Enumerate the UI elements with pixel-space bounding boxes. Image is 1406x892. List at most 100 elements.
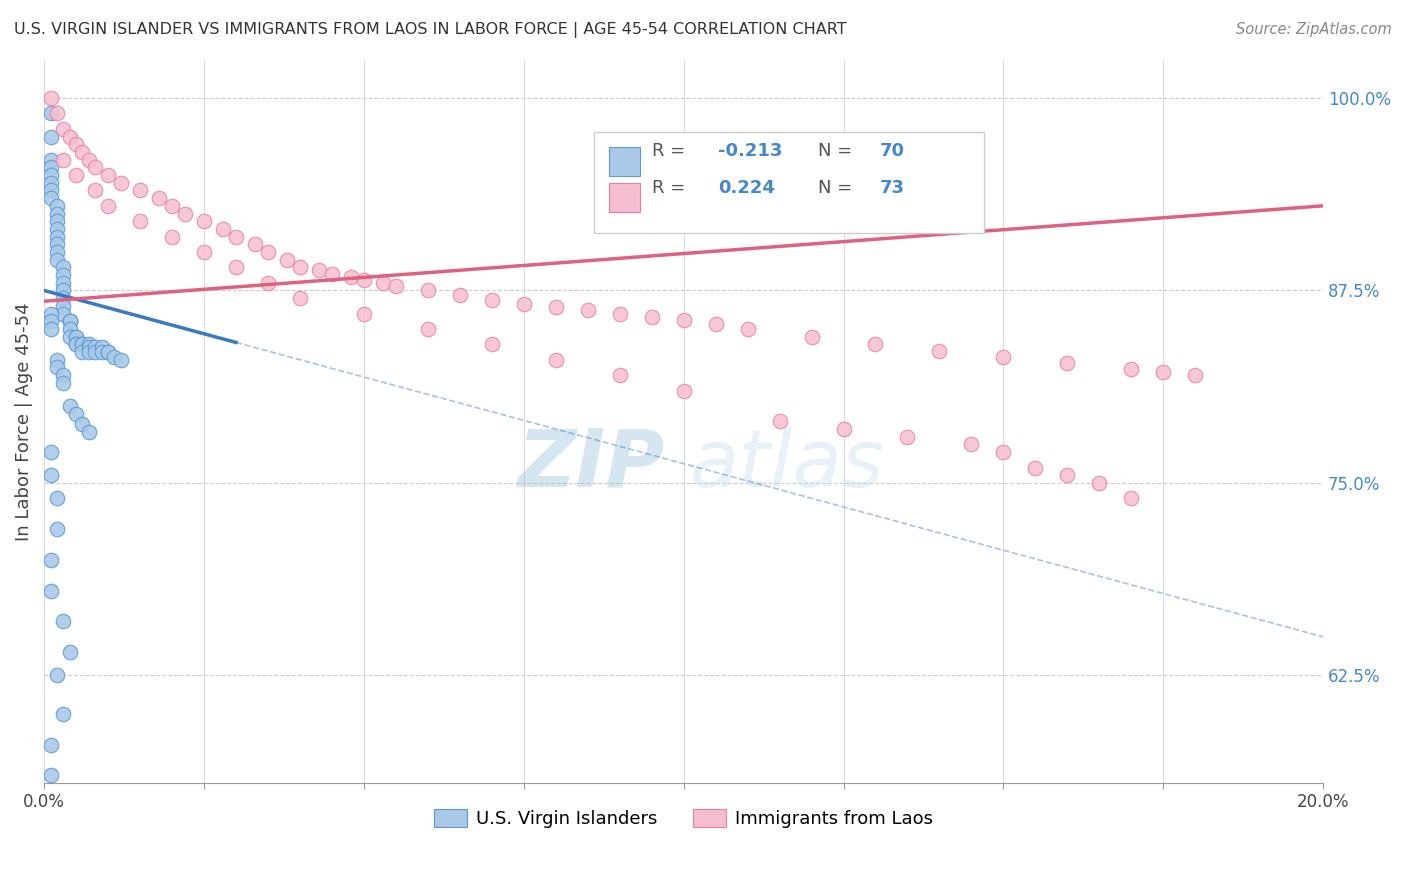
Point — [39, 176, 62, 190]
Point — [39, 468, 62, 483]
Point — [65, 337, 87, 351]
Point — [77, 341, 100, 355]
Point — [1024, 460, 1046, 475]
Point — [45, 199, 67, 213]
Point — [39, 129, 62, 144]
Point — [77, 153, 100, 167]
Point — [321, 267, 343, 281]
Point — [90, 341, 112, 355]
Point — [59, 399, 82, 413]
Point — [45, 229, 67, 244]
Point — [97, 345, 120, 359]
Point — [39, 191, 62, 205]
Point — [39, 738, 62, 752]
Point — [416, 284, 439, 298]
Point — [45, 106, 67, 120]
Text: N =: N = — [818, 143, 858, 161]
Point — [481, 337, 503, 351]
Point — [97, 168, 120, 182]
Point — [544, 352, 567, 367]
Point — [52, 376, 75, 390]
Point — [129, 214, 152, 228]
Point — [52, 291, 75, 305]
Point — [225, 260, 247, 275]
Point — [72, 337, 94, 351]
Point — [45, 668, 67, 682]
Point — [45, 352, 67, 367]
Point — [52, 121, 75, 136]
Point — [39, 583, 62, 598]
Point — [993, 350, 1015, 364]
Point — [39, 307, 62, 321]
Point — [928, 343, 950, 358]
Text: 0.224: 0.224 — [718, 178, 775, 196]
Point — [59, 314, 82, 328]
Text: U.S. VIRGIN ISLANDER VS IMMIGRANTS FROM LAOS IN LABOR FORCE | AGE 45-54 CORRELAT: U.S. VIRGIN ISLANDER VS IMMIGRANTS FROM … — [14, 22, 846, 38]
Point — [45, 222, 67, 236]
Point — [672, 384, 695, 398]
Point — [110, 352, 132, 367]
Point — [77, 425, 100, 439]
Point — [59, 314, 82, 328]
Point — [39, 91, 62, 105]
Point — [52, 706, 75, 721]
Point — [544, 301, 567, 315]
Point — [45, 491, 67, 506]
Point — [353, 307, 375, 321]
Point — [65, 168, 87, 182]
Point — [65, 407, 87, 421]
Point — [1056, 468, 1078, 483]
Point — [481, 293, 503, 307]
Point — [672, 312, 695, 326]
Point — [993, 445, 1015, 459]
Point — [45, 252, 67, 267]
Point — [45, 245, 67, 260]
Point — [371, 276, 394, 290]
Point — [65, 137, 87, 152]
Point — [77, 345, 100, 359]
Point — [129, 183, 152, 197]
Point — [257, 276, 280, 290]
Point — [896, 430, 918, 444]
Point — [59, 322, 82, 336]
Point — [212, 222, 235, 236]
Point — [72, 345, 94, 359]
Point — [52, 284, 75, 298]
Point — [385, 278, 408, 293]
Point — [160, 229, 183, 244]
Point — [39, 553, 62, 567]
Point — [39, 106, 62, 120]
Point — [1184, 368, 1206, 383]
Point — [90, 345, 112, 359]
Point — [609, 368, 631, 383]
Point — [84, 345, 107, 359]
Point — [103, 350, 125, 364]
Point — [640, 310, 662, 324]
Point — [225, 229, 247, 244]
Point — [173, 206, 195, 220]
Point — [768, 414, 790, 428]
Point — [39, 768, 62, 782]
Point — [45, 206, 67, 220]
Point — [39, 445, 62, 459]
Text: Source: ZipAtlas.com: Source: ZipAtlas.com — [1236, 22, 1392, 37]
Point — [257, 245, 280, 260]
Point — [193, 245, 215, 260]
Point — [45, 237, 67, 252]
Point — [1056, 356, 1078, 370]
Text: R =: R = — [651, 178, 690, 196]
Point — [800, 329, 823, 343]
Point — [97, 345, 120, 359]
Point — [148, 191, 170, 205]
Point — [59, 329, 82, 343]
Point — [276, 252, 298, 267]
Point — [77, 337, 100, 351]
FancyBboxPatch shape — [609, 147, 640, 176]
Point — [193, 214, 215, 228]
Point — [39, 168, 62, 182]
Point — [1152, 365, 1174, 379]
Point — [576, 303, 599, 318]
Point — [52, 307, 75, 321]
Point — [865, 337, 887, 351]
Point — [737, 322, 759, 336]
